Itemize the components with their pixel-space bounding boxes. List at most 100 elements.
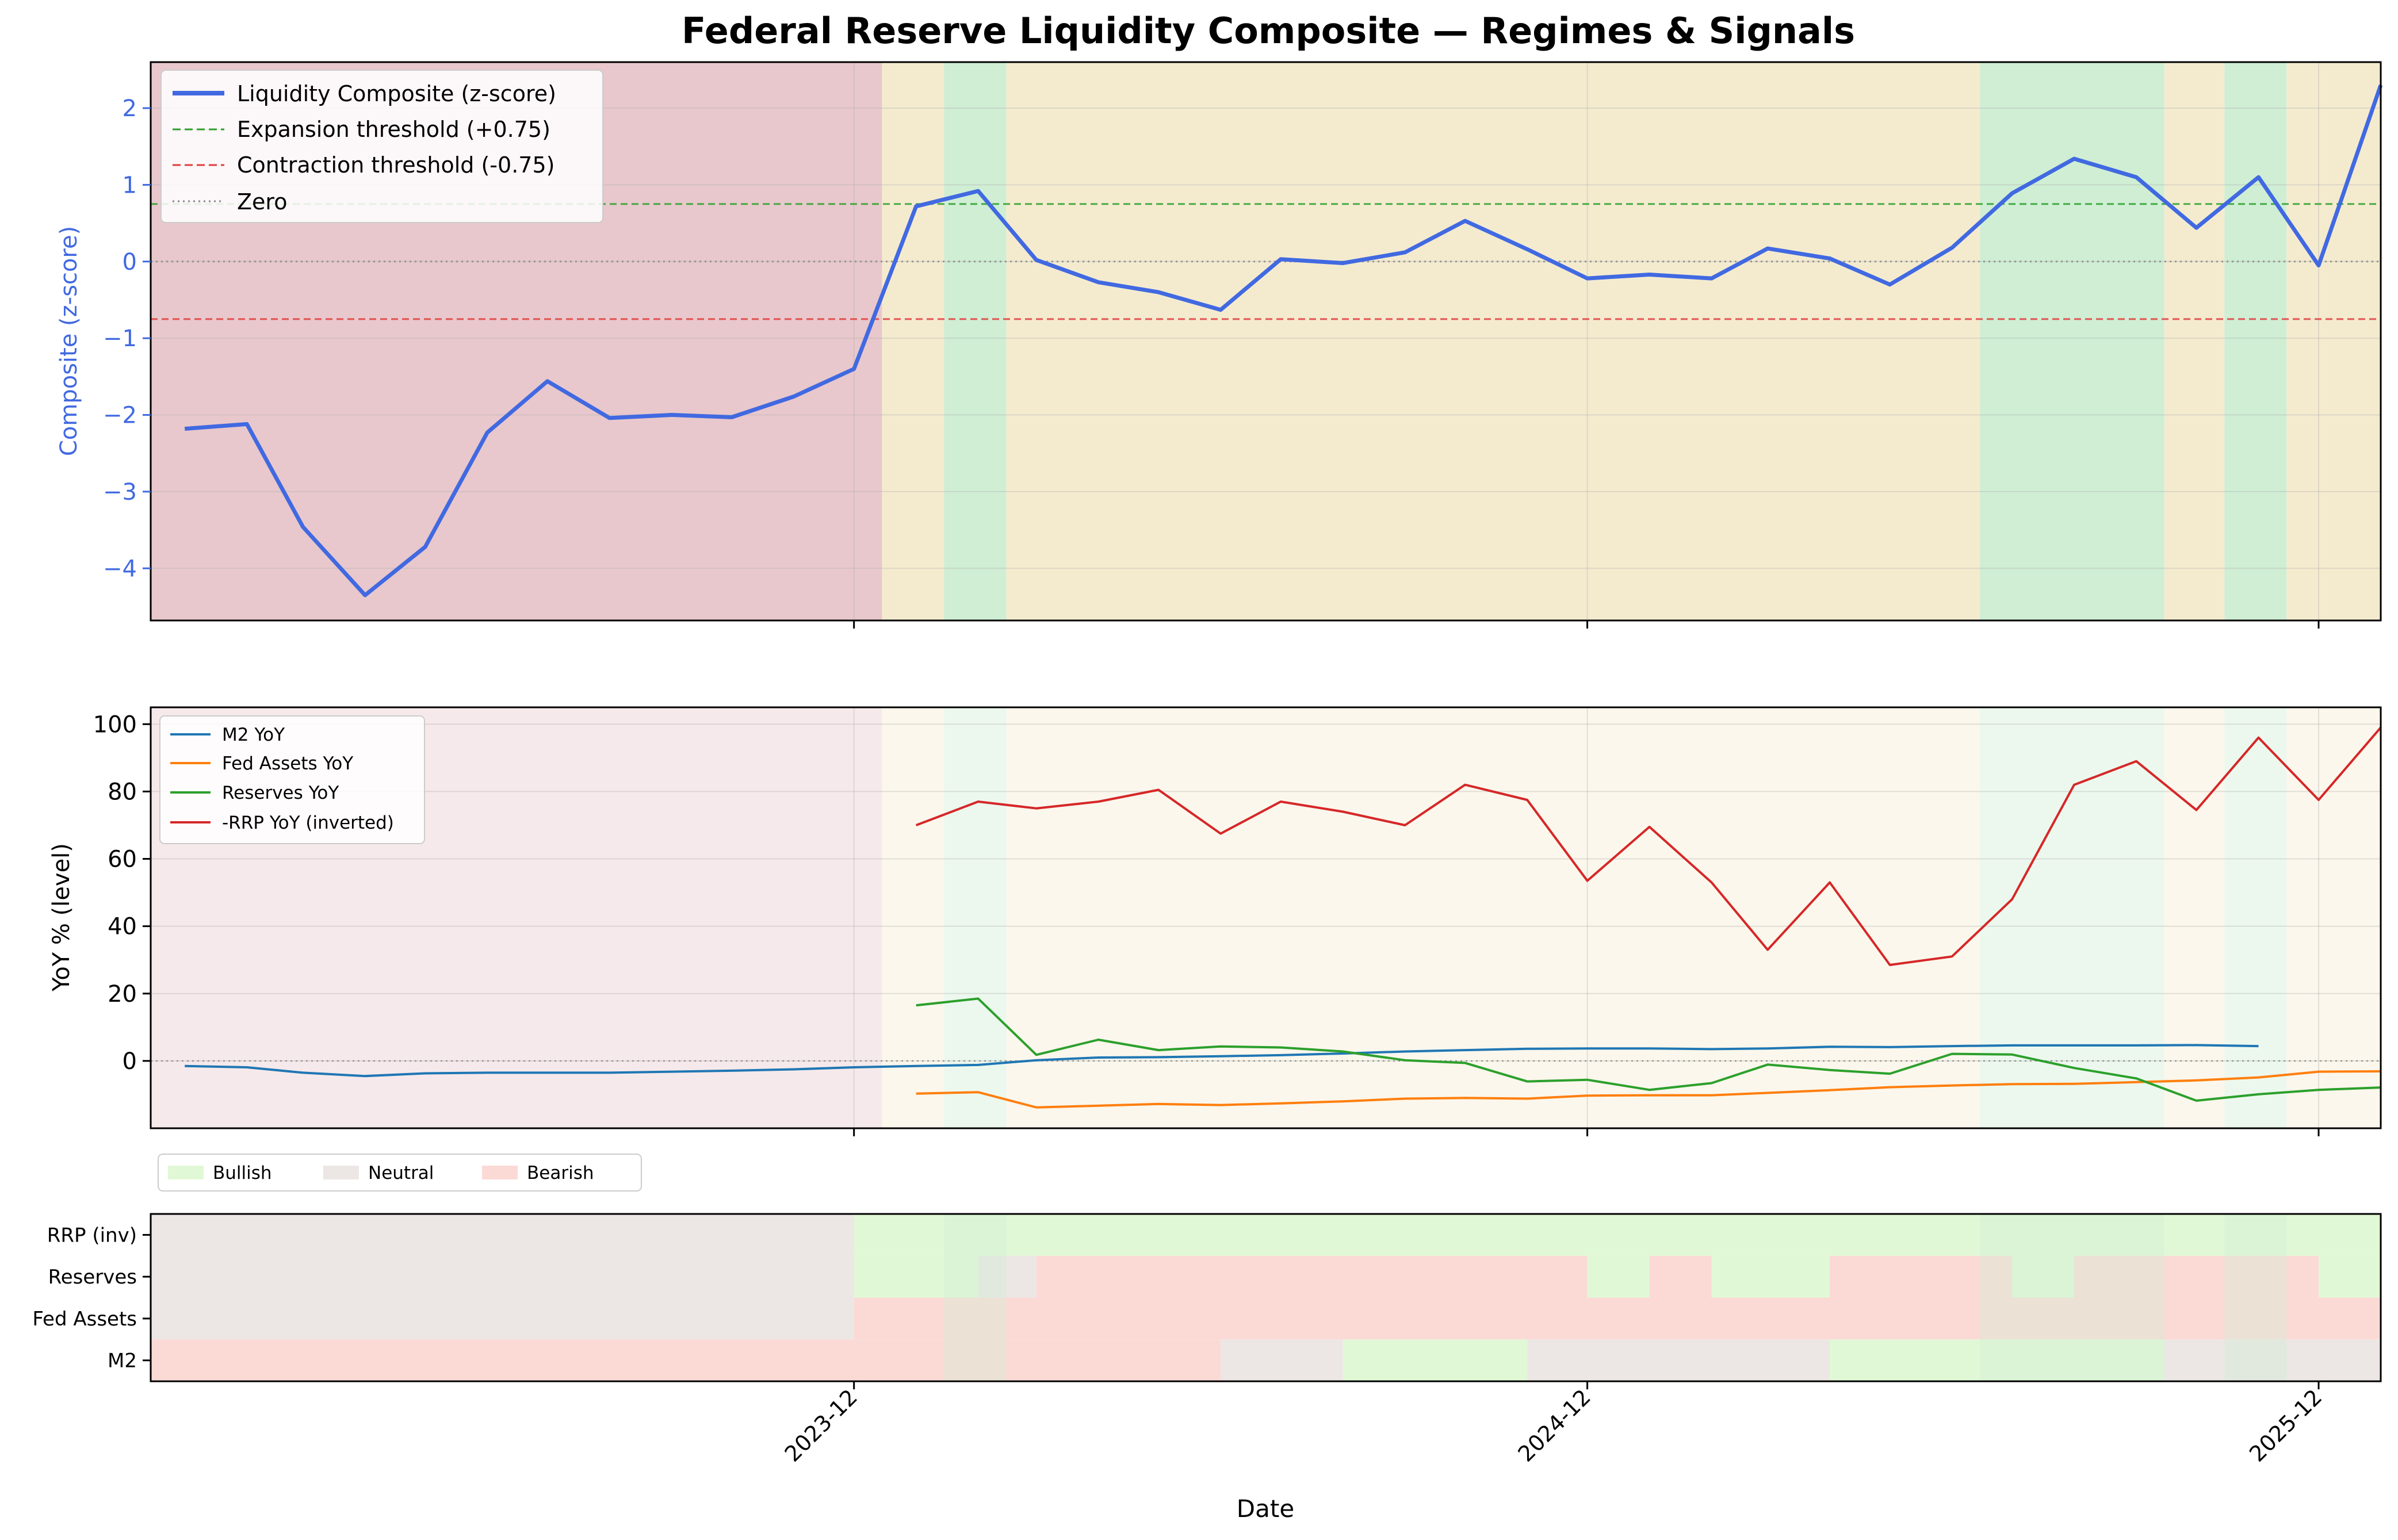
regime-band-bullish <box>944 1214 1007 1381</box>
signal-cell-bearish <box>1830 1255 2013 1298</box>
signal-cell-bullish <box>2012 1255 2075 1298</box>
regime-band-neutral <box>2286 707 2381 1128</box>
x-axis-label: Date <box>1237 1495 1294 1523</box>
signals-plot-frame <box>150 1213 2382 1382</box>
components-series <box>185 726 2382 1109</box>
signal-cell-neutral <box>1221 1339 1343 1381</box>
components-legend: M2 YoY Fed Assets YoY Reserves YoY -RRP … <box>159 715 425 844</box>
regime-band-neutral <box>882 707 944 1128</box>
signal-cell-bearish <box>854 1297 2381 1340</box>
signal-cell-bearish <box>1649 1255 1712 1298</box>
y-tick-label: −2 <box>103 403 137 429</box>
y-tick-label: 80 <box>108 779 137 805</box>
y-tick-label: −3 <box>103 479 137 505</box>
composite-panel: 2 1 0 −1 −2 −3 −4 Composite (z-score) Liquidit… <box>56 61 2383 629</box>
signal-legend: Bullish Neutral Bearish <box>158 1154 642 1192</box>
y-tick-label: −4 <box>103 556 137 582</box>
legend-reserves: Reserves YoY <box>222 783 339 803</box>
regime-band-neutral <box>2286 62 2381 620</box>
signal-cell-bullish <box>854 1255 978 1298</box>
legend-fed-assets: Fed Assets YoY <box>222 753 353 774</box>
legend-swatch-neutral <box>323 1166 359 1179</box>
row-label: M2 <box>108 1350 137 1373</box>
composite-grid <box>151 62 2381 620</box>
composite-line <box>184 84 2383 597</box>
legend-rrp: -RRP YoY (inverted) <box>222 813 394 833</box>
composite-x-ticks <box>853 620 2320 629</box>
legend-m2: M2 YoY <box>222 725 285 745</box>
regime-band-neutral <box>2164 707 2225 1128</box>
y-tick-label: 2 <box>123 95 137 122</box>
signal-cell-bullish <box>2319 1255 2381 1298</box>
x-tick-label: 2024-12 <box>1513 1384 1596 1466</box>
x-tick-label: 2025-12 <box>2244 1384 2327 1466</box>
m2-yoy-line <box>185 1044 2259 1078</box>
regime-band-bullish <box>944 707 1007 1128</box>
components-plot-frame <box>150 706 2382 1129</box>
regime-band-neutral <box>1006 62 1980 620</box>
reserves-yoy-line <box>916 997 2381 1102</box>
row-label: Reserves <box>48 1266 137 1289</box>
legend-frame <box>160 70 603 223</box>
regime-band-bullish <box>1980 707 2164 1128</box>
signal-cell-bearish <box>2074 1255 2319 1298</box>
signal-cell-neutral <box>1527 1339 1830 1381</box>
composite-series <box>184 84 2383 597</box>
signal-cell-bearish <box>151 1339 1221 1381</box>
legend-expansion: Expansion threshold (+0.75) <box>237 117 550 142</box>
row-label: RRP (inv) <box>47 1224 137 1247</box>
signal-x-ticks: 2023-12 2024-12 2025-12 <box>780 1381 2327 1467</box>
y-tick-label: 0 <box>123 1048 137 1075</box>
composite-y-ticks: 2 1 0 −1 −2 −3 −4 <box>103 95 151 582</box>
legend-bullish: Bullish <box>213 1163 272 1183</box>
legend-bearish: Bearish <box>527 1163 594 1183</box>
signal-cell-bullish <box>1711 1255 1830 1298</box>
regime-band-bullish <box>2224 707 2287 1128</box>
regime-band-bullish <box>2224 1214 2287 1381</box>
composite-legend: Liquidity Composite (z-score) Expansion … <box>160 70 603 223</box>
y-tick-label: −1 <box>103 325 137 352</box>
components-grid <box>151 707 2381 1128</box>
signal-cell-neutral <box>151 1214 854 1256</box>
components-panel: 100 80 60 40 20 0 YoY % (level) M2 YoY Fed As… <box>48 706 2382 1136</box>
regime-band-neutral <box>1006 707 1980 1128</box>
y-tick-label: 20 <box>108 981 137 1007</box>
x-tick-label: 2023-12 <box>780 1384 862 1466</box>
regime-band-bullish <box>1980 1214 2164 1381</box>
components-y-ticks: 100 80 60 40 20 0 <box>93 711 151 1075</box>
y-tick-label: 40 <box>108 914 137 940</box>
y-tick-label: 1 <box>123 172 137 198</box>
signal-cell-bullish <box>1587 1255 1650 1298</box>
row-label: Fed Assets <box>32 1308 137 1331</box>
y-tick-label: 100 <box>93 711 137 738</box>
legend-composite: Liquidity Composite (z-score) <box>237 81 556 106</box>
rrp-yoy-line <box>915 726 2382 966</box>
composite-y-axis-label: Composite (z-score) <box>56 226 82 456</box>
signal-cell-bullish <box>1343 1339 1528 1381</box>
regime-band-neutral <box>882 62 944 620</box>
legend-swatch-bullish <box>168 1166 204 1179</box>
signal-heatmap-cells <box>151 1214 2381 1381</box>
legend-contraction: Contraction threshold (-0.75) <box>237 152 554 178</box>
signal-regime-overlay <box>944 1214 2287 1381</box>
components-x-ticks <box>853 1128 2320 1136</box>
legend-swatch-bearish <box>482 1166 518 1179</box>
legend-frame <box>158 1154 642 1192</box>
legend-neutral: Neutral <box>368 1163 434 1183</box>
composite-plot-frame <box>150 61 2382 622</box>
components-y-axis-label: YoY % (level) <box>48 843 75 992</box>
regime-band-bullish <box>1980 62 2164 620</box>
regime-band-bullish <box>2224 62 2287 620</box>
regime-band-bullish <box>944 62 1007 620</box>
regime-shading <box>151 62 2381 620</box>
legend-frame <box>159 715 425 844</box>
signal-cell-bearish <box>1036 1255 1588 1298</box>
figure-title: Federal Reserve Liquidity Composite — Re… <box>682 10 1855 52</box>
y-tick-label: 0 <box>123 249 137 275</box>
signal-cell-neutral <box>978 1255 1037 1298</box>
regime-band-neutral <box>2164 62 2225 620</box>
y-tick-label: 60 <box>108 846 137 873</box>
